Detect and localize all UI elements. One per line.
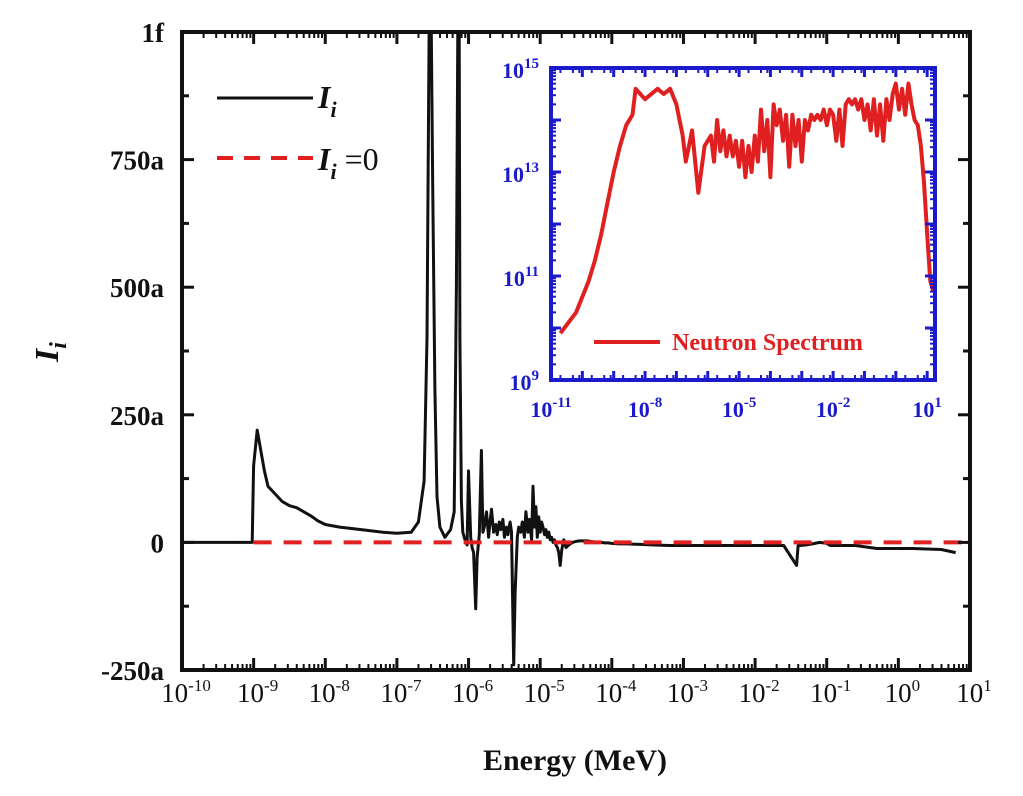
x-tick-label: 10-2	[739, 676, 780, 708]
inset-y-tick-label: 109	[510, 368, 540, 395]
x-tick-label: 10-1	[810, 676, 851, 708]
inset-y-tick-label: 1015	[502, 56, 539, 83]
x-tick-label: 10-9	[237, 676, 278, 708]
x-tick-label: 10-4	[595, 676, 637, 708]
x-tick-label: 10-8	[309, 676, 350, 708]
svg-text:Ii: Ii	[29, 342, 72, 363]
y-axis-title-sub: i	[46, 342, 72, 349]
x-axis-title: Energy (MeV)	[483, 744, 667, 777]
x-tick-label: 10-7	[380, 676, 422, 708]
inset-x-tick-label: 101	[912, 395, 942, 422]
inset-y-tick-label: 1011	[503, 264, 539, 291]
x-tick-label: 10-10	[161, 676, 211, 708]
x-tick-label: 100	[885, 676, 921, 708]
y-tick-label: 0	[151, 528, 165, 558]
x-tick-label: 10-6	[452, 676, 493, 708]
inset-x-tick-label: 10-11	[530, 395, 571, 422]
y-axis-title: Ii	[29, 342, 72, 363]
y-tick-label: 250a	[110, 401, 165, 431]
inset-y-tick-label: 1013	[502, 160, 539, 187]
legend-label-ii-zero: Ii =0	[317, 141, 379, 184]
x-tick-label: 101	[956, 676, 992, 708]
y-tick-label: -250a	[101, 656, 164, 686]
x-tick-label: 10-3	[667, 676, 708, 708]
legend-label-ii: Ii	[317, 79, 337, 122]
main-legend: Ii Ii =0	[217, 79, 379, 184]
y-tick-label: 500a	[110, 273, 165, 303]
x-tick-label: 10-5	[524, 676, 565, 708]
inset-plot: 10-11 10-8 10-5 10-2 101 1015 1013 1011 109 Neu…	[502, 56, 942, 422]
inset-x-tick-label: 10-5	[722, 395, 757, 422]
inset-x-tick-label: 10-2	[816, 395, 851, 422]
inset-x-tick-label: 10-8	[628, 395, 663, 422]
y-tick-label: 750a	[110, 146, 165, 176]
y-tick-label: 1f	[142, 18, 166, 48]
inset-legend-label: Neutron Spectrum	[672, 330, 863, 356]
